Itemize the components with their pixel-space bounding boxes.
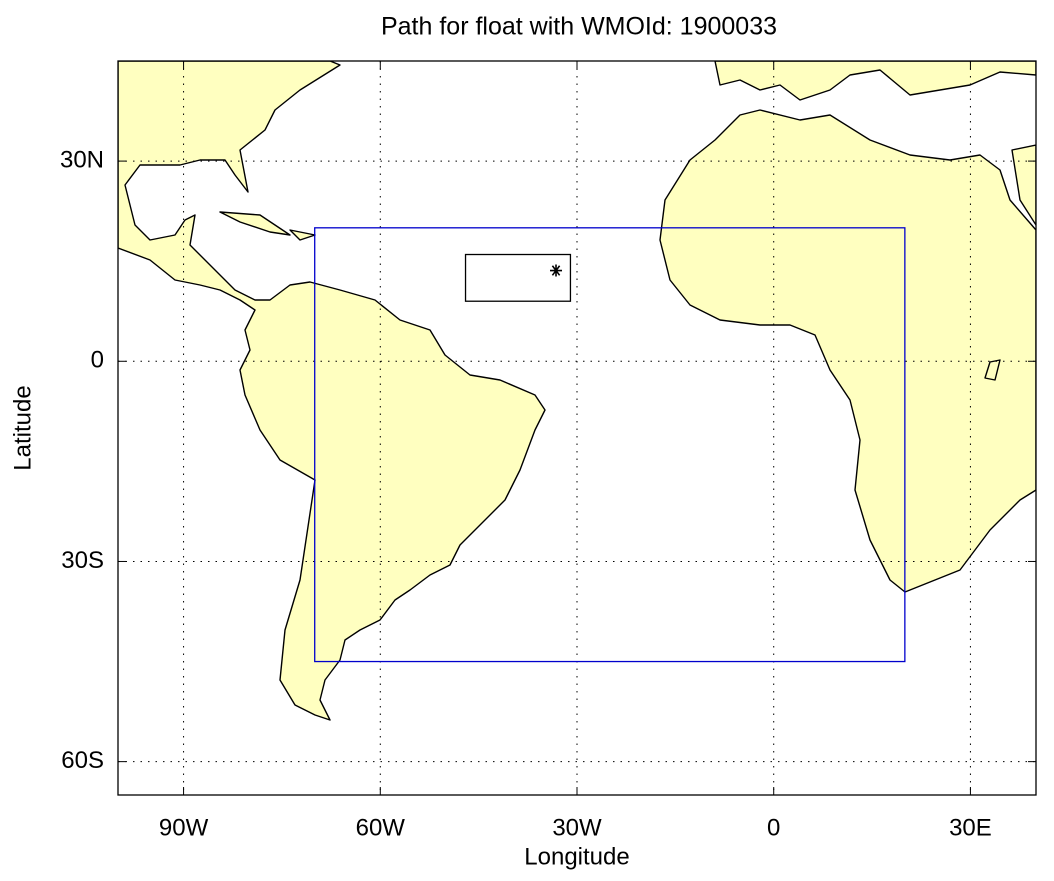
plot-frame: [117, 60, 1037, 796]
land: [118, 61, 1036, 721]
europe: [714, 61, 1036, 101]
x-tick-label: 30E: [949, 814, 992, 841]
madagascar: [984, 359, 1001, 381]
x-tick-label: 30W: [552, 814, 602, 841]
float-position: [550, 264, 563, 277]
arabia: [1011, 144, 1036, 226]
x-tick-label: 60W: [356, 814, 406, 841]
cuba: [219, 211, 291, 236]
y-tick-label: 0: [91, 347, 104, 374]
hispaniola: [289, 229, 316, 241]
x-tick-label: 0: [767, 814, 780, 841]
y-tick-label: 30S: [61, 547, 104, 574]
chart-title: Path for float with WMOId: 1900033: [381, 13, 777, 41]
x-axis-label: Longitude: [524, 843, 629, 870]
y-axis-label: Latitude: [9, 385, 36, 470]
y-tick-label: 60S: [61, 747, 104, 774]
y-tick-label: 30N: [60, 146, 104, 173]
region-box: [464, 253, 572, 302]
africa: [659, 109, 1036, 593]
region-box: [314, 227, 906, 663]
americas: [118, 61, 546, 721]
x-tick-label: 90W: [159, 814, 209, 841]
